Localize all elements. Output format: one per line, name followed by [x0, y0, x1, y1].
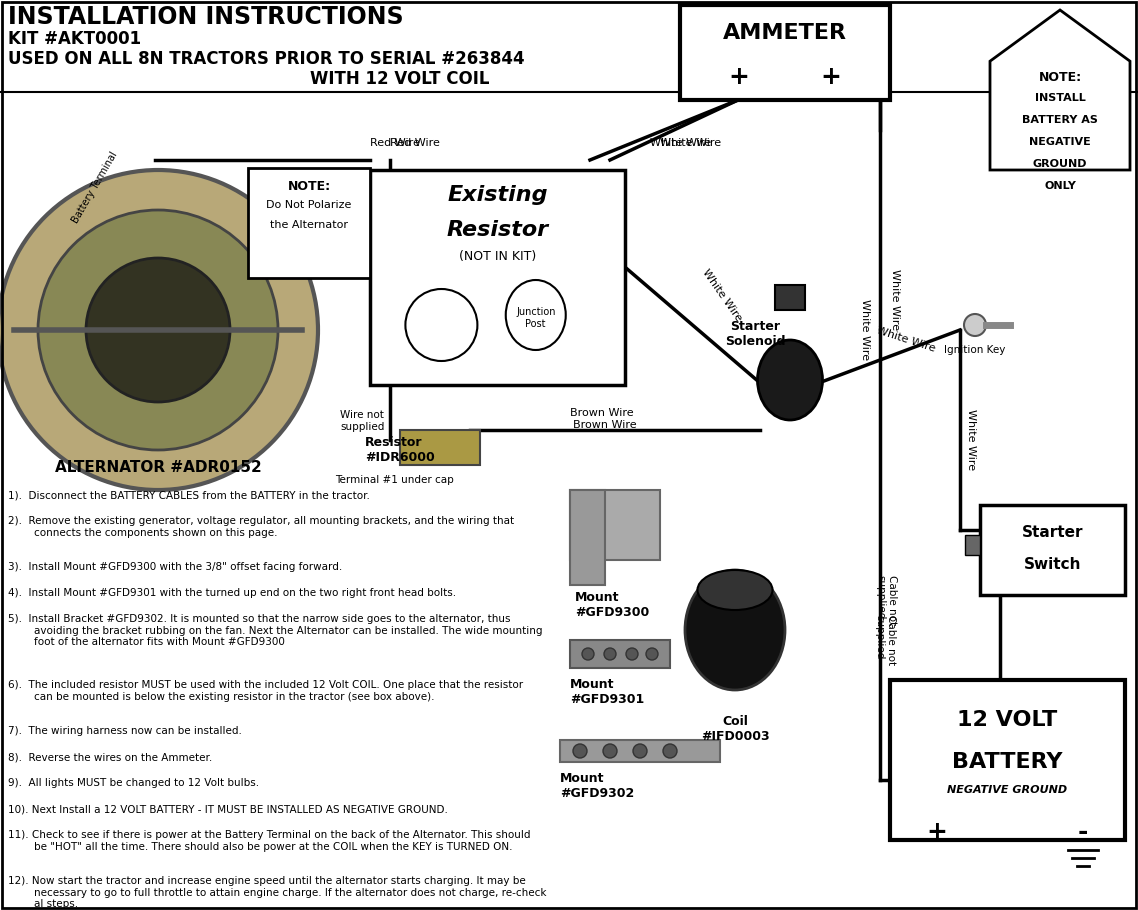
- Ellipse shape: [758, 340, 823, 420]
- Text: ALTERNATOR #ADR0152: ALTERNATOR #ADR0152: [55, 460, 262, 475]
- Text: Mount
#GFD9301: Mount #GFD9301: [570, 678, 644, 706]
- Text: 5).  Install Bracket #GFD9302. It is mounted so that the narrow side goes to the: 5). Install Bracket #GFD9302. It is moun…: [8, 614, 543, 647]
- Circle shape: [582, 648, 594, 660]
- Text: 12). Now start the tractor and increase engine speed until the alternator starts: 12). Now start the tractor and increase …: [8, 876, 546, 909]
- Polygon shape: [990, 10, 1130, 170]
- Text: (NOT IN KIT): (NOT IN KIT): [459, 250, 536, 263]
- Text: White Wire: White Wire: [890, 269, 900, 330]
- Bar: [980, 505, 1125, 595]
- Text: White Wire: White Wire: [860, 299, 869, 360]
- Text: Brown Wire: Brown Wire: [574, 420, 636, 430]
- Text: Existing: Existing: [447, 185, 547, 205]
- Text: KIT #AKT0001: KIT #AKT0001: [8, 30, 141, 48]
- Circle shape: [663, 744, 677, 758]
- Text: Wire not
supplied: Wire not supplied: [340, 410, 385, 431]
- Circle shape: [633, 744, 648, 758]
- Text: 7).  The wiring harness now can be installed.: 7). The wiring harness now can be instal…: [8, 726, 242, 736]
- Text: White Wire: White Wire: [966, 410, 976, 470]
- Ellipse shape: [964, 314, 986, 336]
- Ellipse shape: [505, 280, 566, 350]
- Bar: [560, 740, 720, 762]
- Text: +: +: [926, 820, 948, 844]
- Text: Cable not
supplied: Cable not supplied: [874, 615, 896, 665]
- Text: BATTERY: BATTERY: [953, 752, 1063, 772]
- Bar: [681, 5, 890, 100]
- Ellipse shape: [698, 570, 773, 610]
- Text: Junction
Post: Junction Post: [516, 308, 555, 329]
- Text: Resistor: Resistor: [446, 220, 549, 240]
- Ellipse shape: [405, 289, 478, 361]
- Text: INSTALLATION INSTRUCTIONS: INSTALLATION INSTRUCTIONS: [8, 5, 404, 29]
- Text: Mount
#GFD9302: Mount #GFD9302: [560, 772, 634, 800]
- Text: Brown Wire: Brown Wire: [570, 408, 634, 418]
- Text: Switch: Switch: [1024, 557, 1081, 572]
- Bar: [399, 430, 480, 465]
- Ellipse shape: [86, 258, 230, 402]
- Text: NOTE:: NOTE:: [288, 180, 330, 193]
- Bar: [570, 490, 660, 560]
- Text: 8).  Reverse the wires on the Ammeter.: 8). Reverse the wires on the Ammeter.: [8, 752, 213, 762]
- Text: Cable not
supplied: Cable not supplied: [875, 575, 897, 625]
- Text: ONLY: ONLY: [1044, 181, 1075, 191]
- Text: Red Wire: Red Wire: [370, 138, 420, 148]
- Ellipse shape: [0, 170, 318, 490]
- Text: White Wire: White Wire: [660, 138, 721, 148]
- Text: Terminal #1 under cap: Terminal #1 under cap: [335, 475, 454, 485]
- Text: 3).  Install Mount #GFD9300 with the 3/8" offset facing forward.: 3). Install Mount #GFD9300 with the 3/8"…: [8, 562, 343, 572]
- Text: the Alternator: the Alternator: [270, 220, 348, 230]
- Bar: [248, 168, 370, 278]
- Text: 9).  All lights MUST be changed to 12 Volt bulbs.: 9). All lights MUST be changed to 12 Vol…: [8, 778, 259, 788]
- Text: 2).  Remove the existing generator, voltage regulator, all mounting brackets, an: 2). Remove the existing generator, volta…: [8, 516, 514, 538]
- Circle shape: [626, 648, 638, 660]
- Text: WITH 12 VOLT COIL: WITH 12 VOLT COIL: [310, 70, 489, 88]
- Text: Mount
#GFD9300: Mount #GFD9300: [575, 591, 650, 619]
- Text: Starter
Solenoid: Starter Solenoid: [725, 320, 785, 348]
- Ellipse shape: [685, 570, 785, 690]
- Text: 12 VOLT: 12 VOLT: [957, 710, 1057, 730]
- Bar: [775, 285, 805, 310]
- Text: Resistor
#IDR6000: Resistor #IDR6000: [365, 436, 435, 464]
- Text: Starter: Starter: [1022, 525, 1083, 540]
- Ellipse shape: [38, 210, 278, 450]
- Text: 6).  The included resistor MUST be used with the included 12 Volt COIL. One plac: 6). The included resistor MUST be used w…: [8, 680, 523, 702]
- Circle shape: [646, 648, 658, 660]
- Text: NEGATIVE: NEGATIVE: [1029, 136, 1091, 147]
- Bar: [965, 535, 980, 555]
- Text: White Wire: White Wire: [875, 326, 937, 354]
- Text: Red Wire: Red Wire: [390, 138, 440, 148]
- Text: White Wire: White Wire: [700, 268, 743, 323]
- Text: White Wire: White Wire: [650, 138, 711, 148]
- Circle shape: [603, 744, 617, 758]
- Bar: [890, 680, 1125, 840]
- Circle shape: [574, 744, 587, 758]
- Text: BATTERY AS: BATTERY AS: [1022, 115, 1098, 125]
- Text: -: -: [1078, 820, 1088, 844]
- Text: +: +: [820, 65, 842, 89]
- Text: 11). Check to see if there is power at the Battery Terminal on the back of the A: 11). Check to see if there is power at t…: [8, 830, 530, 852]
- Text: USED ON ALL 8N TRACTORS PRIOR TO SERIAL #263844: USED ON ALL 8N TRACTORS PRIOR TO SERIAL …: [8, 50, 525, 68]
- Text: NOTE:: NOTE:: [1039, 71, 1081, 84]
- Text: 10). Next Install a 12 VOLT BATTERY - IT MUST BE INSTALLED AS NEGATIVE GROUND.: 10). Next Install a 12 VOLT BATTERY - IT…: [8, 804, 448, 814]
- Text: Ignition Key: Ignition Key: [945, 345, 1006, 355]
- Bar: [370, 170, 625, 385]
- Text: INSTALL: INSTALL: [1034, 93, 1086, 103]
- Circle shape: [604, 648, 616, 660]
- Text: Battery Terminal: Battery Terminal: [71, 150, 119, 226]
- Text: NEGATIVE GROUND: NEGATIVE GROUND: [948, 785, 1067, 795]
- Text: AMMETER: AMMETER: [723, 23, 847, 43]
- Bar: [570, 490, 605, 585]
- Text: Do Not Polarize: Do Not Polarize: [266, 200, 352, 210]
- Text: +: +: [728, 65, 749, 89]
- Bar: [570, 640, 670, 668]
- Text: 4).  Install Mount #GFD9301 with the turned up end on the two right front head b: 4). Install Mount #GFD9301 with the turn…: [8, 588, 456, 598]
- Text: GROUND: GROUND: [1033, 159, 1087, 168]
- Text: Coil
#IFD0003: Coil #IFD0003: [701, 715, 769, 743]
- Text: 1).  Disconnect the BATTERY CABLES from the BATTERY in the tractor.: 1). Disconnect the BATTERY CABLES from t…: [8, 490, 370, 500]
